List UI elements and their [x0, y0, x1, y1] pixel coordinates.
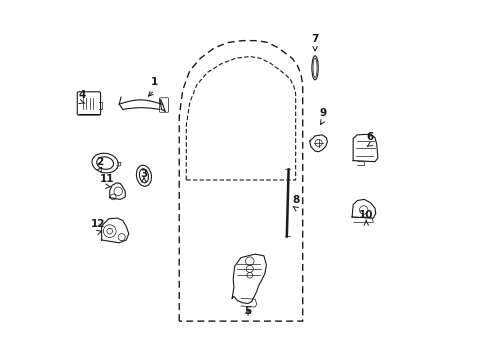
- Text: 12: 12: [91, 220, 105, 229]
- Text: 9: 9: [319, 108, 325, 118]
- Text: 3: 3: [140, 169, 147, 179]
- Text: 7: 7: [311, 34, 318, 44]
- Text: 2: 2: [96, 157, 103, 167]
- Text: 1: 1: [151, 77, 158, 87]
- Text: 6: 6: [366, 132, 373, 142]
- Text: 5: 5: [244, 306, 251, 315]
- Text: 11: 11: [100, 174, 114, 184]
- Text: 10: 10: [358, 210, 373, 220]
- Text: 8: 8: [291, 195, 299, 206]
- Text: 4: 4: [79, 90, 86, 100]
